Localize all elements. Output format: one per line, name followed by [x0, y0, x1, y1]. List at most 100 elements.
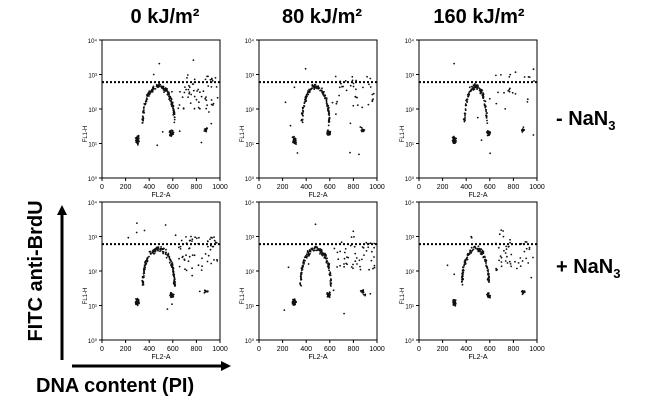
y-tick-label: 10⁴	[405, 200, 415, 207]
data-point	[171, 131, 174, 134]
data-point	[293, 300, 296, 303]
data-point	[334, 75, 337, 78]
x-tick-label: 600	[167, 184, 179, 191]
data-point	[193, 78, 196, 81]
data-point	[143, 268, 146, 271]
data-point	[517, 262, 520, 264]
data-point	[321, 254, 324, 257]
data-point	[169, 132, 172, 135]
data-point	[486, 266, 488, 269]
column-title-0-dose: 0 kJ/m²	[130, 6, 200, 28]
data-point	[358, 259, 361, 262]
data-point	[157, 246, 160, 249]
data-point	[151, 250, 154, 253]
data-point	[142, 107, 145, 109]
data-point	[525, 247, 528, 250]
data-point	[136, 298, 139, 300]
data-point	[309, 252, 311, 255]
x-tick-label: 800	[191, 184, 203, 191]
data-point	[174, 234, 177, 237]
data-point	[352, 85, 355, 88]
data-point	[480, 139, 483, 142]
data-point	[208, 111, 210, 113]
data-point	[155, 247, 158, 250]
data-point	[506, 262, 509, 264]
data-point	[328, 263, 330, 266]
data-point	[151, 252, 154, 254]
data-point	[484, 105, 487, 108]
data-point	[311, 248, 313, 251]
data-point	[323, 91, 325, 93]
data-point	[472, 84, 475, 86]
data-point	[509, 87, 511, 90]
data-point	[135, 302, 138, 305]
y-tick-label: 10¹	[245, 143, 254, 149]
data-point	[188, 247, 191, 250]
y-tick-label: 10¹	[245, 305, 254, 311]
data-point	[484, 104, 486, 106]
data-point	[361, 289, 364, 292]
data-point	[181, 256, 184, 259]
y-tick-label: 10³	[88, 74, 97, 80]
data-point	[143, 275, 145, 277]
row-label-plus-nan3-subscript: 3	[613, 266, 621, 281]
data-point	[510, 265, 513, 268]
data-point	[481, 249, 484, 252]
x-tick-label: 0	[257, 346, 261, 353]
data-point	[188, 255, 191, 258]
data-point	[361, 291, 364, 294]
data-point	[488, 97, 491, 100]
data-point	[300, 112, 303, 114]
data-point	[171, 101, 174, 104]
data-point	[344, 80, 347, 82]
data-point	[358, 153, 360, 156]
data-point	[293, 302, 296, 304]
data-point	[163, 91, 165, 93]
data-point	[190, 235, 192, 238]
x-tick-label: 0	[100, 184, 104, 191]
data-point	[314, 245, 317, 248]
x-tick-label: 400	[143, 346, 155, 353]
data-point	[168, 95, 171, 97]
data-point	[206, 260, 209, 263]
data-point	[451, 139, 454, 142]
data-point	[179, 90, 181, 93]
data-point	[170, 293, 173, 296]
data-point	[173, 118, 176, 121]
data-point	[189, 102, 192, 104]
data-point	[192, 89, 195, 92]
data-point	[329, 280, 332, 282]
data-point	[511, 91, 514, 94]
data-point	[461, 283, 464, 286]
data-point	[318, 248, 321, 251]
data-point	[470, 236, 473, 239]
x-tick-label: 400	[300, 184, 312, 191]
data-point	[211, 79, 214, 82]
data-point	[466, 258, 469, 261]
data-point	[205, 107, 208, 110]
data-point	[464, 112, 466, 115]
data-point	[188, 239, 191, 242]
data-point	[361, 128, 364, 131]
data-point	[314, 84, 317, 86]
data-point	[373, 266, 376, 269]
data-point	[177, 246, 180, 249]
data-point	[352, 104, 355, 107]
data-point	[317, 86, 320, 88]
data-point	[171, 107, 174, 109]
x-tick-label: 200	[120, 184, 132, 191]
data-point	[485, 265, 488, 268]
data-point	[477, 86, 479, 88]
data-point	[172, 114, 175, 116]
data-point	[349, 122, 352, 125]
data-point	[205, 130, 208, 133]
data-point	[310, 87, 313, 90]
data-point	[164, 87, 167, 90]
data-point	[499, 255, 502, 257]
data-point	[485, 262, 487, 264]
data-point	[168, 261, 171, 264]
data-point	[509, 238, 511, 241]
y-tick-label: 10²	[88, 270, 97, 276]
data-point	[344, 248, 347, 250]
y-tick-label: 10⁰	[88, 176, 98, 183]
